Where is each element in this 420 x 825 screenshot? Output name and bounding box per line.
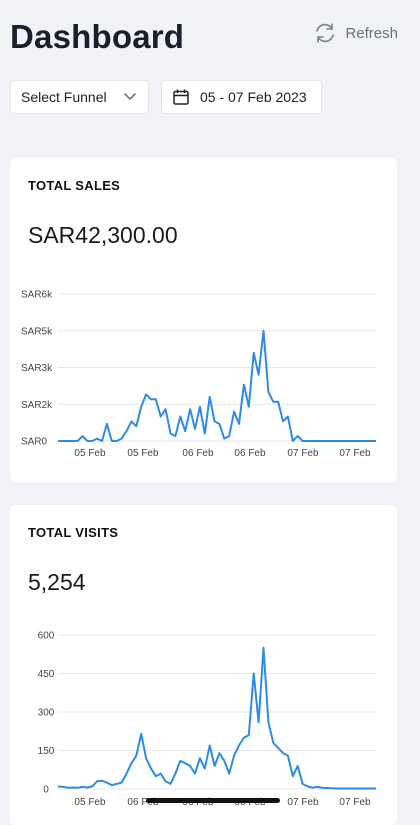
total-visits-value: 5,254 (28, 569, 86, 595)
x-tick-label: 05 Feb (74, 797, 106, 808)
page-title: Dashboard (10, 18, 185, 55)
series-line (57, 646, 376, 790)
calendar-icon (173, 89, 189, 105)
refresh-button[interactable]: Refresh (313, 22, 398, 44)
funnel-select[interactable]: Select Funnel (10, 80, 149, 114)
funnel-select-value: Select Funnel (21, 89, 107, 105)
x-tick-label: 05 Feb (74, 448, 106, 459)
y-tick-label: 0 (43, 785, 49, 796)
series-line (58, 329, 376, 442)
header: Dashboard Refresh Select Funnel 05 - 07 … (0, 0, 420, 140)
total-sales-card: TOTAL SALES SAR42,300.00 SAR0 SAR2k SAR3k S… (10, 158, 397, 482)
x-tick-label: 07 Feb (287, 797, 319, 808)
x-tick-label: 05 Feb (127, 448, 159, 459)
card-title: TOTAL SALES (28, 178, 121, 193)
home-indicator (146, 798, 280, 803)
date-range-picker[interactable]: 05 - 07 Feb 2023 (161, 80, 322, 114)
x-tick-label: 07 Feb (339, 448, 371, 459)
filter-controls: Select Funnel 05 - 07 Feb 2023 (10, 80, 322, 114)
refresh-icon (316, 23, 335, 43)
x-tick-label: 07 Feb (339, 797, 371, 808)
y-tick-label: SAR6k (21, 290, 53, 301)
date-range-value: 05 - 07 Feb 2023 (200, 89, 307, 105)
sales-line-chart: SAR0 SAR2k SAR3k SAR5k SAR6k 05 Feb 05 Feb 06 F… (21, 290, 376, 459)
y-tick-label: SAR2k (21, 400, 53, 411)
refresh-label: Refresh (345, 24, 398, 42)
y-tick-label: 150 (38, 746, 55, 757)
total-visits-card: TOTAL VISITS 5,254 0 150 300 450 600 05 Feb 06… (10, 505, 397, 825)
y-tick-label: 600 (38, 631, 55, 642)
y-tick-label: 300 (38, 708, 55, 719)
x-tick-label: 07 Feb (287, 448, 319, 459)
card-title: TOTAL VISITS (28, 525, 119, 540)
y-tick-label: 450 (38, 669, 55, 680)
total-sales-value: SAR42,300.00 (28, 222, 178, 248)
y-tick-label: SAR5k (21, 326, 53, 337)
x-tick-label: 06 Feb (182, 448, 214, 459)
x-tick-label: 06 Feb (234, 448, 266, 459)
y-tick-label: SAR0 (21, 437, 48, 448)
y-tick-label: SAR3k (21, 363, 53, 374)
x-tick-label: 06 Feb (127, 797, 159, 808)
chevron-down-icon (124, 93, 136, 101)
